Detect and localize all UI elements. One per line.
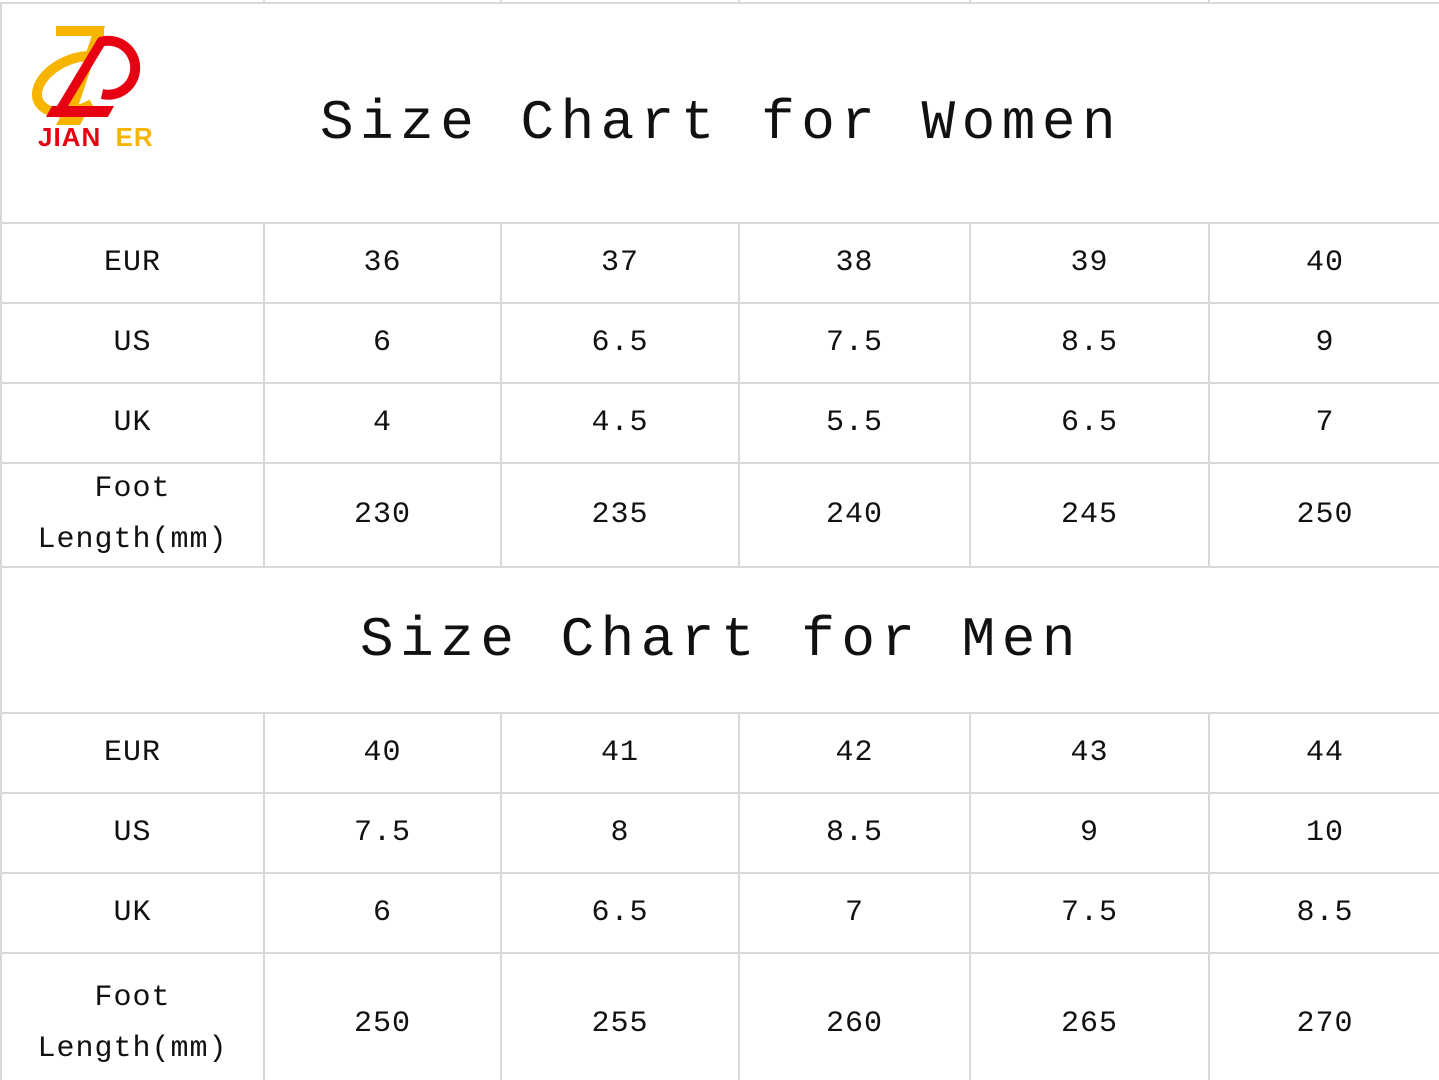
brand-wordmark: JIAN ER bbox=[38, 122, 154, 152]
table-cell: 6 bbox=[263, 302, 502, 384]
logo-red-bowl-icon bbox=[98, 35, 141, 100]
row-label: Foot Length(mm) bbox=[0, 952, 265, 1080]
table-cell: 6.5 bbox=[500, 872, 740, 954]
table-cell: 7.5 bbox=[969, 872, 1210, 954]
table-cell: 7.5 bbox=[263, 792, 502, 874]
table-cell: 4.5 bbox=[500, 382, 740, 464]
table-cell: 40 bbox=[1208, 222, 1439, 304]
brand-logo: JIAN ER bbox=[16, 20, 154, 154]
grid-stub-row bbox=[1, 0, 1439, 3]
table-cell: 9 bbox=[1208, 302, 1439, 384]
table-cell: 41 bbox=[500, 712, 740, 794]
women-uk-row: UK 4 4.5 5.5 6.5 7 bbox=[0, 382, 1439, 464]
men-title-row: Size Chart for Men bbox=[0, 566, 1439, 714]
table-cell: 270 bbox=[1208, 952, 1439, 1080]
women-eur-row: EUR 36 37 38 39 40 bbox=[0, 222, 1439, 304]
table-cell: 8.5 bbox=[738, 792, 971, 874]
brand-name-er: ER bbox=[115, 122, 153, 152]
men-us-row: US 7.5 8 8.5 9 10 bbox=[0, 792, 1439, 874]
grid-stub bbox=[264, 0, 502, 3]
table-cell: 240 bbox=[738, 462, 971, 568]
grid-stub bbox=[1, 0, 265, 3]
women-chart-title: Size Chart for Women bbox=[319, 91, 1123, 155]
table-cell: 4 bbox=[263, 382, 502, 464]
men-chart-title: Size Chart for Men bbox=[360, 608, 1082, 672]
row-label: UK bbox=[0, 872, 265, 954]
table-cell: 39 bbox=[969, 222, 1210, 304]
table-cell: 40 bbox=[263, 712, 502, 794]
table-cell: 8 bbox=[500, 792, 740, 874]
women-us-row: US 6 6.5 7.5 8.5 9 bbox=[0, 302, 1439, 384]
table-cell: 5.5 bbox=[738, 382, 971, 464]
row-label: UK bbox=[0, 382, 265, 464]
logo-red-base-icon bbox=[46, 106, 114, 117]
table-cell: 37 bbox=[500, 222, 740, 304]
table-cell: 7 bbox=[1208, 382, 1439, 464]
brand-name-jian: JIAN bbox=[38, 122, 101, 152]
table-cell: 260 bbox=[738, 952, 971, 1080]
row-label: US bbox=[0, 302, 265, 384]
table-cell: 38 bbox=[738, 222, 971, 304]
logo-red-diagonal-icon bbox=[51, 38, 109, 116]
table-cell: 7 bbox=[738, 872, 971, 954]
table-cell: 44 bbox=[1208, 712, 1439, 794]
table-cell: 7.5 bbox=[738, 302, 971, 384]
table-cell: 6.5 bbox=[500, 302, 740, 384]
table-cell: 265 bbox=[969, 952, 1210, 1080]
row-label: Foot Length(mm) bbox=[0, 462, 265, 568]
table-cell: 235 bbox=[500, 462, 740, 568]
grid-stub bbox=[739, 0, 971, 3]
grid-stub bbox=[501, 0, 740, 3]
row-label: US bbox=[0, 792, 265, 874]
table-cell: 10 bbox=[1208, 792, 1439, 874]
women-title-row: JIAN ER Size Chart for Women bbox=[0, 2, 1439, 224]
men-title-band: Size Chart for Men bbox=[0, 566, 1439, 714]
table-cell: 245 bbox=[969, 462, 1210, 568]
table-cell: 6.5 bbox=[969, 382, 1210, 464]
table-cell: 36 bbox=[263, 222, 502, 304]
table-cell: 42 bbox=[738, 712, 971, 794]
table-cell: 6 bbox=[263, 872, 502, 954]
grid-stub bbox=[970, 0, 1210, 3]
table-cell: 230 bbox=[263, 462, 502, 568]
logo-gold-z-top-icon bbox=[56, 26, 104, 36]
women-foot-length-row: Foot Length(mm) 230 235 240 245 250 bbox=[0, 462, 1439, 568]
table-cell: 8.5 bbox=[1208, 872, 1439, 954]
table-cell: 255 bbox=[500, 952, 740, 1080]
table-cell: 9 bbox=[969, 792, 1210, 874]
table-cell: 250 bbox=[1208, 462, 1439, 568]
row-label: EUR bbox=[0, 712, 265, 794]
table-cell: 250 bbox=[263, 952, 502, 1080]
men-uk-row: UK 6 6.5 7 7.5 8.5 bbox=[0, 872, 1439, 954]
row-label: EUR bbox=[0, 222, 265, 304]
women-title-band: JIAN ER Size Chart for Women bbox=[0, 2, 1439, 224]
men-eur-row: EUR 40 41 42 43 44 bbox=[0, 712, 1439, 794]
table-cell: 8.5 bbox=[969, 302, 1210, 384]
table-cell: 43 bbox=[969, 712, 1210, 794]
men-foot-length-row: Foot Length(mm) 250 255 260 265 270 bbox=[0, 952, 1439, 1080]
